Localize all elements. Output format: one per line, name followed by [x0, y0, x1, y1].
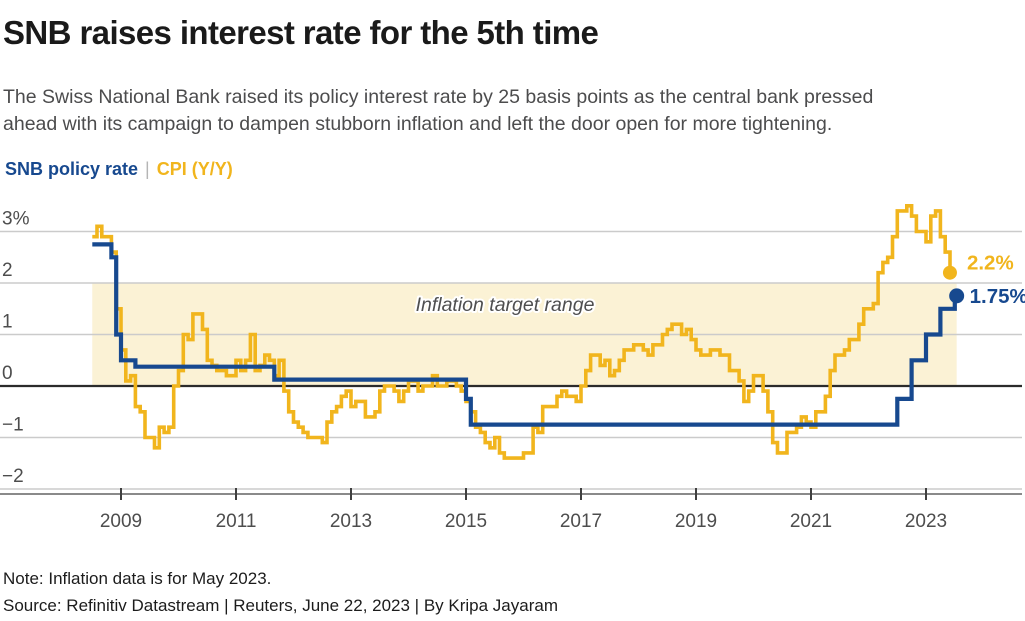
cpi-end-label: 2.2% — [967, 252, 1014, 275]
cpi-end-dot — [942, 265, 957, 280]
x-axis-label-2017: 2017 — [560, 511, 602, 532]
y-axis-label--2: −2 — [2, 466, 24, 487]
legend-cpi: CPI (Y/Y) — [156, 159, 233, 179]
snb-end-dot — [949, 288, 965, 304]
x-axis-label-2013: 2013 — [330, 511, 372, 532]
legend-snb-policy-rate: SNB policy rate — [5, 159, 139, 179]
y-axis-label-3: 3% — [2, 209, 30, 230]
subtitle-line-2: ahead with its campaign to dampen stubbo… — [3, 113, 833, 135]
x-axis-label-2011: 2011 — [216, 511, 257, 532]
x-axis-label-2019: 2019 — [675, 511, 717, 532]
x-axis-label-2009: 2009 — [100, 511, 142, 532]
legend-separator: | — [145, 159, 150, 179]
chart-legend: SNB policy rate | CPI (Y/Y) — [5, 159, 233, 180]
band-label: Inflation target range — [416, 294, 595, 316]
x-axis-label-2015: 2015 — [445, 511, 487, 532]
rate-vs-inflation-chart: 3% 2 1 0 −1 −2 Inflation target range 2009 2011 2… — [0, 204, 1025, 532]
y-axis-label-1: 1 — [2, 312, 13, 333]
y-axis-label--1: −1 — [2, 415, 24, 436]
page-title: SNB raises interest rate for the 5th tim… — [3, 14, 599, 51]
x-axis-label-2021: 2021 — [790, 511, 832, 532]
cpi-line — [92, 204, 952, 460]
y-axis-label-2: 2 — [2, 260, 13, 281]
snb-line — [92, 242, 957, 427]
y-axis-label-0: 0 — [2, 363, 13, 384]
chart-note: Note: Inflation data is for May 2023. — [3, 569, 272, 588]
subtitle-line-1: The Swiss National Bank raised its polic… — [3, 86, 874, 108]
snb-end-label: 1.75% — [970, 285, 1025, 308]
x-axis-label-2023: 2023 — [905, 511, 947, 532]
chart-source: Source: Refinitiv Datastream | Reuters, … — [3, 596, 558, 615]
subtitle: The Swiss National Bank raised its polic… — [3, 84, 873, 138]
